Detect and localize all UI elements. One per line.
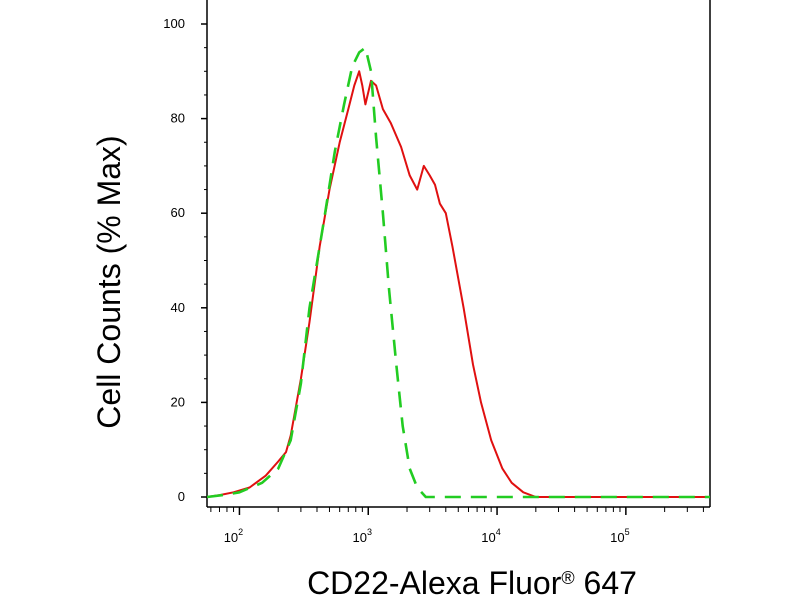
x-tick-base: 10: [610, 530, 624, 545]
x-axis-title: CD22-Alexa Fluor® 647: [307, 565, 637, 600]
y-tick-label: 60: [171, 205, 185, 220]
x-tick-exponent: 2: [238, 527, 243, 537]
x-tick-base: 10: [353, 530, 367, 545]
y-tick-label: 40: [171, 300, 185, 315]
y-tick-label: 80: [171, 111, 185, 126]
series-layer: [206, 46, 710, 499]
registered-mark: ®: [561, 568, 574, 588]
x-tick-label: 103: [353, 527, 372, 545]
x-tick-exponent: 3: [367, 527, 372, 537]
x-tick-exponent: 5: [625, 527, 630, 537]
axes: [206, 0, 711, 508]
series-line-1: [206, 70, 710, 498]
x-ticks: 102 103 104 105: [210, 507, 704, 545]
x-tick-base: 10: [481, 530, 495, 545]
x-tick-label: 105: [610, 527, 629, 545]
x-axis-title-suffix: 647: [575, 565, 637, 600]
x-axis-title-main: CD22-Alexa Fluor: [307, 565, 562, 600]
y-tick-label: 20: [171, 394, 185, 409]
y-ticks: 0 20 40 60 80 100: [163, 16, 207, 504]
x-tick-label: 104: [481, 527, 500, 545]
x-tick-label: 102: [224, 527, 243, 545]
y-axis-title: Cell Counts (% Max): [91, 135, 127, 428]
series-line-2: [206, 46, 710, 499]
x-tick-exponent: 4: [496, 527, 501, 537]
x-tick-base: 10: [224, 530, 238, 545]
y-tick-label: 0: [178, 489, 185, 504]
y-tick-label: 100: [163, 16, 185, 31]
